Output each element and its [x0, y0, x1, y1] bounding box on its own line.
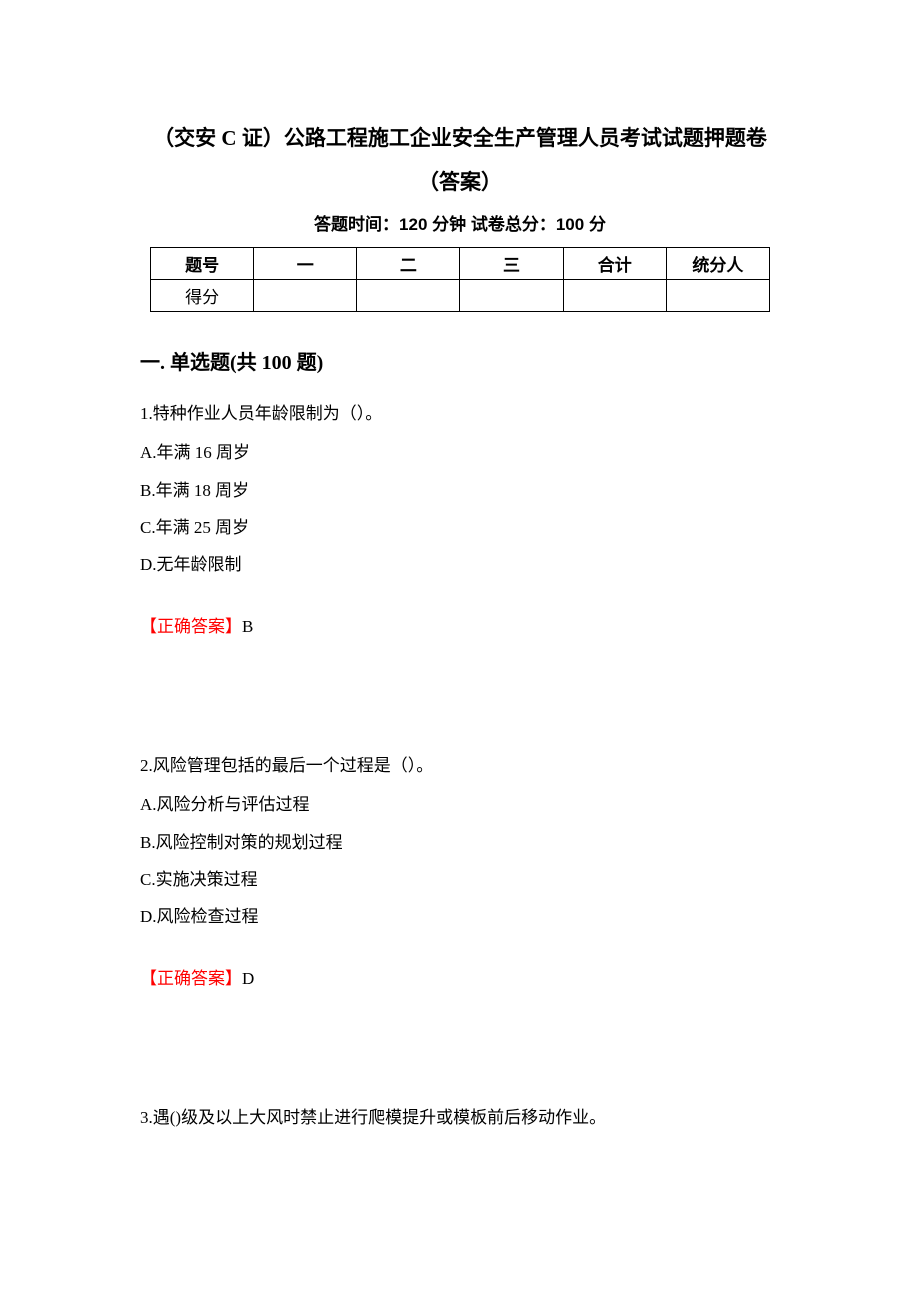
document-subtitle: （答案）	[140, 166, 780, 196]
question-option: C.实施决策过程	[140, 861, 780, 898]
table-cell: 得分	[151, 279, 254, 311]
table-row: 得分	[151, 279, 770, 311]
question-block-1: 1.特种作业人员年龄限制为（）。 A.年满 16 周岁 B.年满 18 周岁 C…	[140, 395, 780, 637]
document-title: （交安 C 证）公路工程施工企业安全生产管理人员考试试题押题卷	[140, 120, 780, 158]
answer-label: 【正确答案】	[140, 969, 242, 988]
table-cell	[357, 279, 460, 311]
section-header: 一. 单选题(共 100 题)	[140, 346, 780, 375]
question-option: B.风险控制对策的规划过程	[140, 824, 780, 861]
question-block-2: 2.风险管理包括的最后一个过程是（）。 A.风险分析与评估过程 B.风险控制对策…	[140, 747, 780, 989]
answer-block: 【正确答案】B	[140, 612, 780, 637]
question-text: 1.特种作业人员年龄限制为（）。	[140, 395, 780, 432]
question-block-3: 3.遇()级及以上大风时禁止进行爬模提升或模板前后移动作业。	[140, 1099, 780, 1136]
table-header-row: 题号 一 二 三 合计 统分人	[151, 247, 770, 279]
question-option: C.年满 25 周岁	[140, 509, 780, 546]
table-cell	[666, 279, 769, 311]
table-cell	[254, 279, 357, 311]
question-option: A.年满 16 周岁	[140, 434, 780, 471]
answer-value: B	[242, 617, 253, 636]
answer-value: D	[242, 969, 254, 988]
question-option: D.风险检查过程	[140, 898, 780, 935]
table-header-cell: 合计	[563, 247, 666, 279]
score-table: 题号 一 二 三 合计 统分人 得分	[150, 247, 770, 312]
table-header-cell: 一	[254, 247, 357, 279]
question-option: D.无年龄限制	[140, 546, 780, 583]
table-header-cell: 题号	[151, 247, 254, 279]
question-option: A.风险分析与评估过程	[140, 786, 780, 823]
table-cell	[563, 279, 666, 311]
answer-label: 【正确答案】	[140, 617, 242, 636]
table-header-cell: 统分人	[666, 247, 769, 279]
question-option: B.年满 18 周岁	[140, 472, 780, 509]
answer-block: 【正确答案】D	[140, 964, 780, 989]
table-header-cell: 二	[357, 247, 460, 279]
question-text: 2.风险管理包括的最后一个过程是（）。	[140, 747, 780, 784]
question-text: 3.遇()级及以上大风时禁止进行爬模提升或模板前后移动作业。	[140, 1099, 780, 1136]
table-cell	[460, 279, 563, 311]
table-header-cell: 三	[460, 247, 563, 279]
exam-info: 答题时间：120 分钟 试卷总分：100 分	[140, 210, 780, 235]
